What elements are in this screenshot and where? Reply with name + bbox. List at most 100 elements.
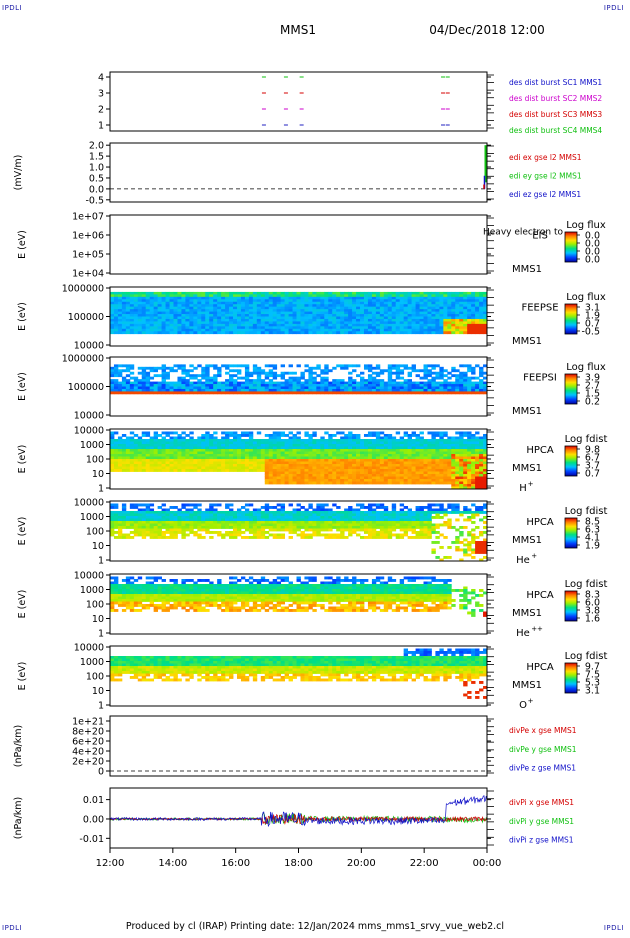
spectrogram-cell [122,449,126,452]
spectrogram-cell [209,464,213,467]
spectrogram-cell [142,511,146,514]
spectrogram-cell [209,299,213,302]
spectrogram-cell [352,389,356,392]
spectrogram-cell [257,462,261,465]
spectrogram-cell [193,506,197,509]
spectrogram-cell [352,439,356,442]
spectrogram-cell [348,467,352,470]
spectrogram-cell [388,447,392,450]
spectrogram-cell [455,369,459,372]
spectrogram-cell [400,321,404,324]
spectrogram-cell [320,444,324,447]
spectrogram-cell [281,439,285,442]
spectrogram-cell [412,454,416,457]
spectrogram-cell [451,309,455,312]
spectrogram-cell [177,457,181,460]
spectrogram-cell [412,387,416,390]
spectrogram-cell [265,509,269,512]
spectrogram-cell [281,514,285,517]
spectrogram-cell [344,329,348,332]
spectrogram-cell [380,454,384,457]
spectrogram-cell [166,324,170,327]
spectrogram-cell [110,504,114,507]
spectrogram-cell [293,304,297,307]
spectrogram-cell [146,444,150,447]
spectrogram-cell [217,462,221,465]
spectrogram-cell [471,449,475,452]
spectrogram-cell [130,444,134,447]
spectrogram-cell [273,321,277,324]
spectrogram-cell [396,459,400,462]
spectrogram-cell [142,447,146,450]
spectrogram-cell [451,317,455,320]
spectrogram-cell [241,434,245,437]
spectrogram-cell [396,326,400,329]
spectrogram-cell [463,317,467,320]
spectrogram-cell [408,379,412,382]
spectrogram-cell [173,536,177,539]
spectrogram-cell [435,434,439,437]
spectrogram-cell [142,514,146,517]
spectrogram-cell [467,384,471,387]
spectrogram-cell [320,514,324,517]
spectrogram-cell [293,529,297,532]
spectrogram-cell [265,477,269,480]
spectrogram-cell [173,317,177,320]
spectrogram-cell [205,459,209,462]
spectrogram-cell [261,299,265,302]
spectrogram-cell [261,317,265,320]
spectrogram-cell [241,511,245,514]
spectrogram-cell [213,302,217,305]
spectrogram-cell [412,294,416,297]
spectrogram-cell [300,514,304,517]
spectrogram-cell [138,459,142,462]
spectrogram-cell [376,331,380,334]
spectrogram-cell [431,464,435,467]
spectrogram-cell [173,457,177,460]
spectrogram-cell [154,369,158,372]
spectrogram-cell [475,387,479,390]
spectrogram-cell [225,364,229,367]
spectrogram-cell [392,444,396,447]
spectrogram-cell [372,444,376,447]
instrument-label: FEEPSI [523,373,557,384]
spectrogram-cell [253,307,257,310]
spectrogram-cell [443,294,447,297]
spectrogram-cell [368,384,372,387]
spectrogram-cell [380,432,384,435]
spectrogram-cell [158,297,162,300]
spectrogram-cell [420,444,424,447]
spectrogram-cell [181,299,185,302]
spectrogram-cell [376,454,380,457]
spectrogram-cell [312,434,316,437]
spectrogram-cell [463,307,467,310]
spectrogram-cell [443,292,447,295]
spectrogram-cell [114,524,118,527]
spectrogram-cell [249,467,253,470]
spectrogram-cell [217,459,221,462]
spectrogram-cell [416,391,420,394]
spectrogram-cell [344,307,348,310]
spectrogram-cell [424,482,428,485]
spectrogram-cell [352,469,356,472]
spectrogram-cell [392,312,396,315]
spectrogram-cell [348,477,352,480]
spectrogram-cell [404,444,408,447]
spectrogram-cell [241,442,245,445]
spectrogram-cell [308,437,312,440]
spectrogram-cell [221,464,225,467]
spectrogram-cell [213,516,217,519]
spectrogram-cell [138,299,142,302]
spectrogram-cell [372,467,376,470]
spectrogram-cell [388,464,392,467]
spectrogram-cell [427,369,431,372]
spectrogram-cell [118,521,122,524]
spectrogram-cell [479,326,483,329]
spectrogram-cell [189,331,193,334]
spectrogram-cell [181,521,185,524]
spectrogram-cell [265,536,269,539]
spectrogram-cell [435,326,439,329]
spectrogram-cell [245,312,249,315]
spectrogram-cell [225,331,229,334]
spectrogram-cell [308,467,312,470]
